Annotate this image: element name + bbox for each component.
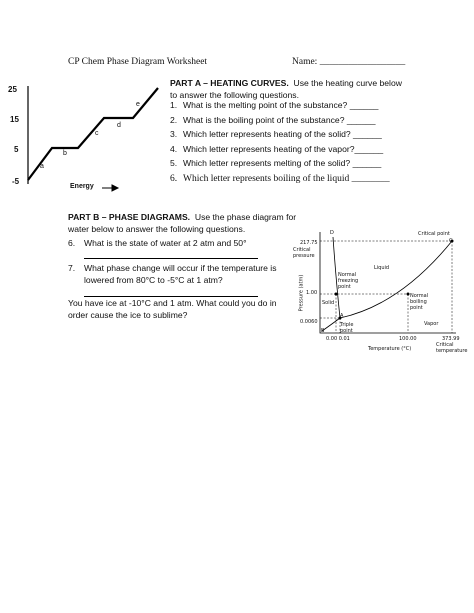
question-number: 5. bbox=[170, 158, 178, 168]
answer-line bbox=[84, 258, 258, 259]
label: 0.00 0.01 bbox=[326, 336, 350, 342]
title: CP Chem Phase Diagram Worksheet bbox=[68, 57, 208, 67]
sublimation-curve bbox=[321, 317, 341, 332]
label: D bbox=[330, 230, 334, 236]
label: Critical point bbox=[418, 231, 450, 237]
label: Temperature (°C) bbox=[368, 346, 412, 352]
heating-curve bbox=[27, 86, 159, 192]
question-text: Which letter represents boiling of the l… bbox=[183, 174, 390, 184]
final-question: You have ice at -10°C and 1 atm. What co… bbox=[68, 298, 277, 320]
melting-curve bbox=[332, 236, 341, 319]
arrow-head bbox=[111, 184, 120, 192]
tick-label: 15 bbox=[10, 115, 19, 124]
segment-label: a bbox=[40, 163, 44, 170]
answer-line bbox=[84, 296, 258, 297]
tick-label: 5 bbox=[14, 145, 19, 154]
question-number: 4. bbox=[170, 144, 178, 154]
label: Critical temperature bbox=[436, 342, 468, 354]
label: Normal freezing point bbox=[338, 272, 359, 290]
question-text: Which letter represents heating of the v… bbox=[183, 144, 384, 154]
segment-label: d bbox=[117, 122, 121, 129]
part-a-intro: PART A – HEATING CURVES. Use the heating… bbox=[170, 77, 402, 101]
heading: PART B – PHASE DIAGRAMS. bbox=[68, 212, 191, 222]
name-field: Name: __________________ bbox=[292, 57, 406, 67]
label: Pressure (atm) bbox=[298, 274, 305, 312]
question-text: What phase change will occur if the temp… bbox=[84, 263, 277, 285]
phase-diagram bbox=[319, 232, 456, 334]
label: Triple point bbox=[340, 322, 354, 334]
label: Critical pressure bbox=[293, 247, 315, 259]
x-axis-label: Energy bbox=[70, 183, 94, 190]
question-text: What is the boiling point of the substan… bbox=[183, 115, 376, 125]
guide-lines bbox=[320, 240, 453, 333]
question-number: 6. bbox=[68, 238, 76, 248]
vaporization-curve bbox=[339, 240, 453, 319]
label: Liquid bbox=[374, 265, 390, 271]
question-text: Which letter represents melting of the s… bbox=[183, 158, 382, 168]
heading: PART A – HEATING CURVES. bbox=[170, 78, 289, 88]
segment-label: e bbox=[136, 101, 140, 108]
axes bbox=[319, 232, 456, 334]
label: 373.99 bbox=[442, 336, 460, 342]
label: Normal boiling point bbox=[410, 293, 429, 311]
question-number: 3. bbox=[170, 129, 178, 139]
question-number: 7. bbox=[68, 263, 76, 273]
segment-label: c bbox=[95, 130, 99, 137]
label: 100.00 bbox=[399, 336, 417, 342]
intro: Use the heating curve below to answer th… bbox=[170, 78, 402, 100]
intro: Use the phase diagram for water below to… bbox=[68, 212, 297, 234]
question-number: 6. bbox=[170, 174, 178, 184]
part-b-intro: PART B – PHASE DIAGRAMS. Use the phase d… bbox=[68, 211, 308, 235]
tick-label: -5 bbox=[12, 177, 20, 186]
question-text: What is the melting point of the substan… bbox=[183, 100, 379, 110]
question-number: 2. bbox=[170, 115, 178, 125]
points bbox=[334, 239, 454, 320]
question-text: What is the state of water at 2 atm and … bbox=[84, 238, 247, 248]
label: 1.00 bbox=[306, 290, 318, 296]
tick-label: 25 bbox=[8, 85, 17, 94]
label: 217.75 bbox=[300, 240, 318, 246]
label: C bbox=[449, 238, 453, 244]
segment-label: b bbox=[63, 150, 67, 157]
curve bbox=[27, 87, 159, 181]
question-text: Which letter represents heating of the s… bbox=[183, 129, 382, 139]
label: 0.0060 bbox=[300, 319, 318, 325]
label: A bbox=[340, 313, 344, 319]
question-number: 1. bbox=[170, 100, 178, 110]
label: Solid bbox=[322, 300, 335, 306]
label: Vapor bbox=[424, 321, 439, 327]
label: B bbox=[321, 328, 325, 334]
